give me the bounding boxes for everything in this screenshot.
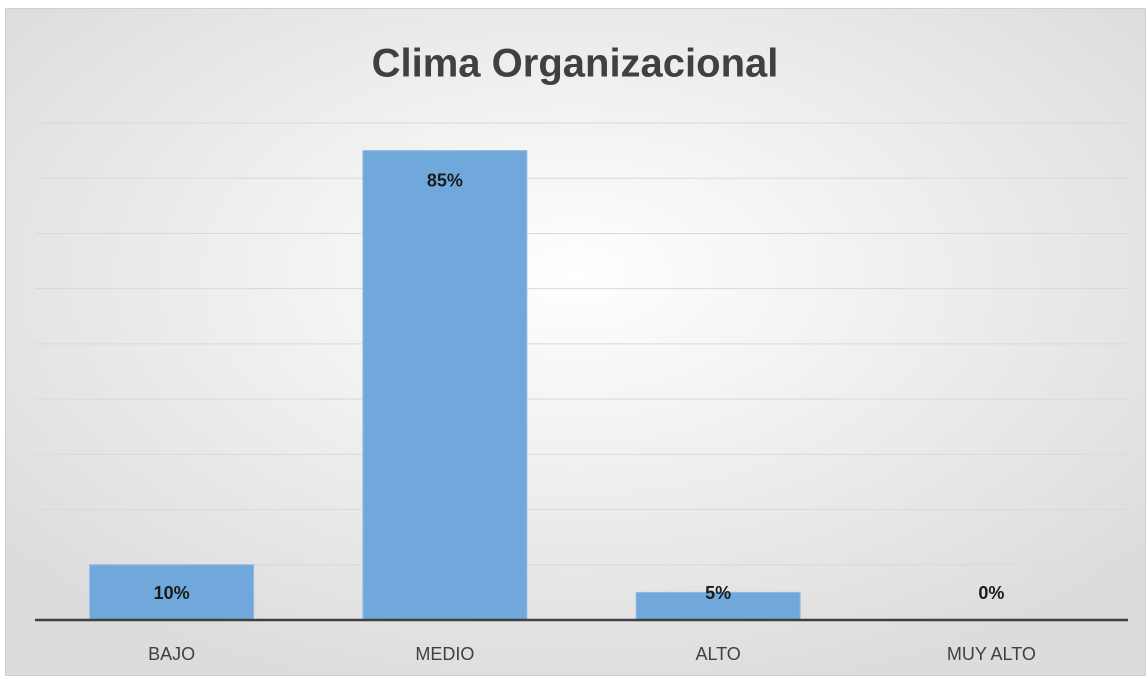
x-tick-label: MEDIO [415,644,474,664]
x-tick-label: ALTO [695,644,740,664]
bar [362,150,528,621]
x-tick-label: MUY ALTO [947,644,1036,664]
data-label: 0% [978,583,1004,603]
x-tick-label: BAJO [148,644,195,664]
data-label: 5% [705,583,731,603]
data-label: 10% [154,583,190,603]
data-label: 85% [427,170,463,190]
chart-title: Clima Organizacional [372,42,779,86]
